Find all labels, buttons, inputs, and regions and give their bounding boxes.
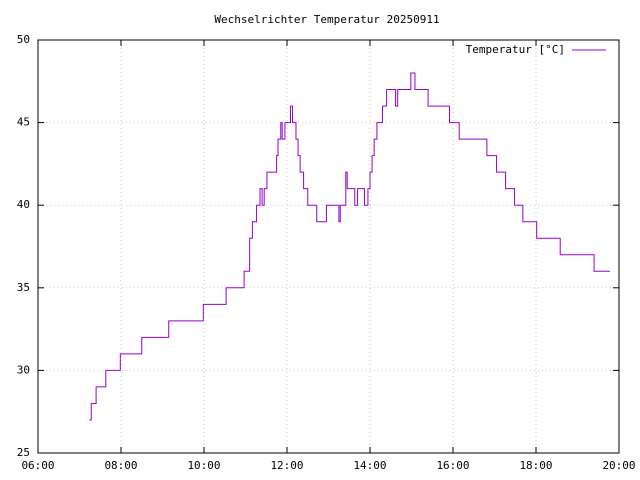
x-tick-label: 12:00 — [270, 459, 303, 472]
x-tick-label: 20:00 — [602, 459, 635, 472]
x-tick-label: 18:00 — [519, 459, 552, 472]
chart-title: Wechselrichter Temperatur 20250911 — [214, 13, 439, 26]
legend-label: Temperatur [°C] — [466, 43, 565, 56]
y-tick-label: 35 — [17, 281, 30, 294]
y-tick-label: 25 — [17, 446, 30, 459]
x-tick-label: 16:00 — [436, 459, 469, 472]
y-tick-label: 30 — [17, 363, 30, 376]
y-tick-label: 50 — [17, 33, 30, 46]
y-tick-label: 45 — [17, 116, 30, 129]
data-line — [89, 72, 611, 421]
plot-frame — [37, 39, 620, 454]
y-tick-label: 40 — [17, 198, 30, 211]
x-tick-label: 06:00 — [21, 459, 54, 472]
x-tick-label: 14:00 — [353, 459, 386, 472]
x-tick-label: 10:00 — [187, 459, 220, 472]
x-tick-label: 08:00 — [104, 459, 137, 472]
